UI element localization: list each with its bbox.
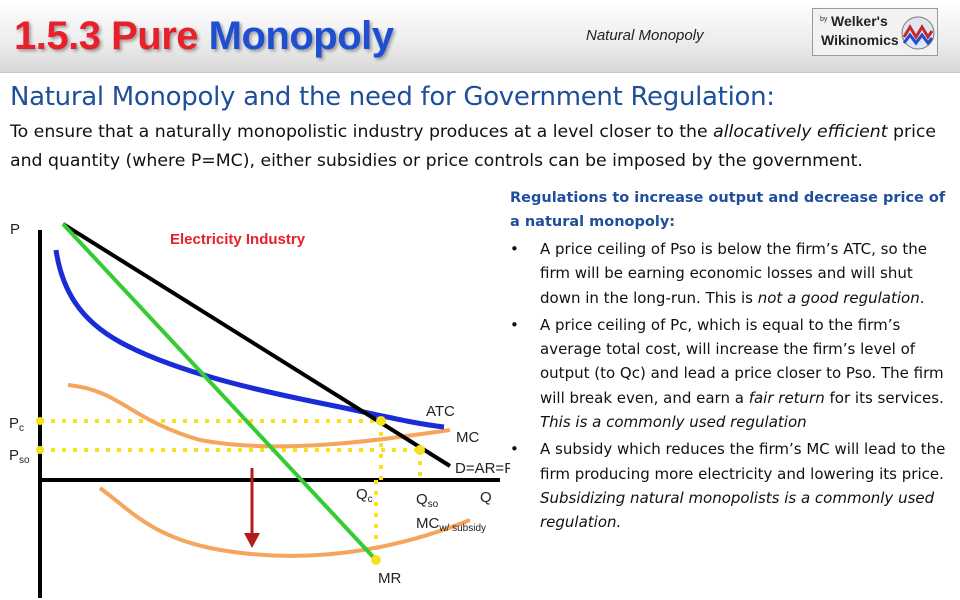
qso-label-sub: so <box>428 499 439 510</box>
regulation-subsidy: A subsidy which reduces the firm’s MC wi… <box>510 437 952 534</box>
pc-axis-point <box>36 417 44 425</box>
bullet1-text: A price ceiling of Pso is below the firm… <box>540 240 928 307</box>
logo-by: by <box>820 16 828 23</box>
mr-label: MR <box>378 570 401 587</box>
topic-label: Natural Monopoly <box>586 27 704 44</box>
atc-label: ATC <box>426 403 455 420</box>
regulation-price-ceiling-pso: A price ceiling of Pso is below the firm… <box>510 237 952 310</box>
intro-text-1: To ensure that a naturally monopolistic … <box>10 122 714 142</box>
logo-emblem-icon <box>901 16 935 50</box>
pso-label: Pso <box>9 447 30 466</box>
bullet3-text: A subsidy which reduces the firm’s MC wi… <box>540 440 946 483</box>
atc-curve <box>53 249 445 430</box>
pc-label-main: P <box>9 415 19 432</box>
diagram-title: Electricity Industry <box>170 231 306 248</box>
pc-point <box>376 416 386 426</box>
natural-monopoly-diagram: Electricity Industry P Q Pc Pso Qc Qso A… <box>9 221 510 598</box>
mc-subsidy-label-main: MC <box>416 515 439 532</box>
demand-curve <box>61 222 452 468</box>
logo-line1: Welker's <box>831 13 888 29</box>
intro-paragraph: To ensure that a naturally monopolistic … <box>10 118 950 176</box>
mc-subsidy-label: MCw/ subsidy <box>416 515 486 534</box>
pc-label-sub: c <box>19 423 24 434</box>
logo-line2: Wikinomics <box>821 32 899 48</box>
wikinomics-logo: by Welker's Wikinomics <box>812 8 938 56</box>
equilibrium-points <box>36 416 425 565</box>
header-bar <box>0 0 960 73</box>
bullet2-emphasis-1: fair return <box>748 388 825 407</box>
demand-label: D=AR=P <box>455 460 510 477</box>
pso-point <box>415 445 425 455</box>
section-heading: Natural Monopoly and the need for Govern… <box>10 82 775 112</box>
mc-subsidy-label-sub: w/ subsidy <box>438 523 486 534</box>
mr-curve <box>61 222 378 562</box>
pso-axis-point <box>36 446 44 454</box>
mc-subsidy-curve <box>98 486 471 558</box>
bullet2-text-2: for its services. <box>824 388 944 407</box>
bullet2-text: A price ceiling of Pc, which is equal to… <box>540 315 944 407</box>
mc-curve <box>67 383 451 449</box>
pc-label: Pc <box>9 415 24 434</box>
mc-label: MC <box>456 429 479 446</box>
mr-point <box>371 555 381 565</box>
title-topic: Monopoly <box>208 14 394 58</box>
regulations-panel: Regulations to increase output and decre… <box>510 186 952 535</box>
pso-label-main: P <box>9 447 19 464</box>
subsidy-arrow-head <box>244 533 260 548</box>
slide-title: 1.5.3 Pure Monopoly <box>14 14 394 59</box>
qc-label-sub: c <box>368 494 373 505</box>
pso-label-sub: so <box>19 455 30 466</box>
regulation-price-ceiling-pc: A price ceiling of Pc, which is equal to… <box>510 313 952 434</box>
qc-label: Qc <box>356 486 373 505</box>
qc-label-main: Q <box>356 486 368 503</box>
x-axis-label: Q <box>480 489 492 506</box>
y-axis-label: P <box>10 221 20 238</box>
regulations-list: A price ceiling of Pso is below the firm… <box>510 237 952 535</box>
intro-text-2: price and quantity (where P=MC), either … <box>10 122 937 171</box>
regulations-title: Regulations to increase output and decre… <box>510 190 946 230</box>
bullet1-emphasis: not a good regulation <box>757 288 920 307</box>
bullet1-end: . <box>919 288 925 307</box>
bullet2-emphasis-2: This is a commonly used regulation <box>540 413 807 432</box>
qso-label: Qso <box>416 491 439 510</box>
intro-emphasis: allocatively efficient <box>713 122 888 142</box>
bullet3-emphasis: Subsidizing natural monopolists is a com… <box>540 488 935 532</box>
title-number: 1.5.3 Pure <box>14 14 199 58</box>
qso-label-main: Q <box>416 491 428 508</box>
